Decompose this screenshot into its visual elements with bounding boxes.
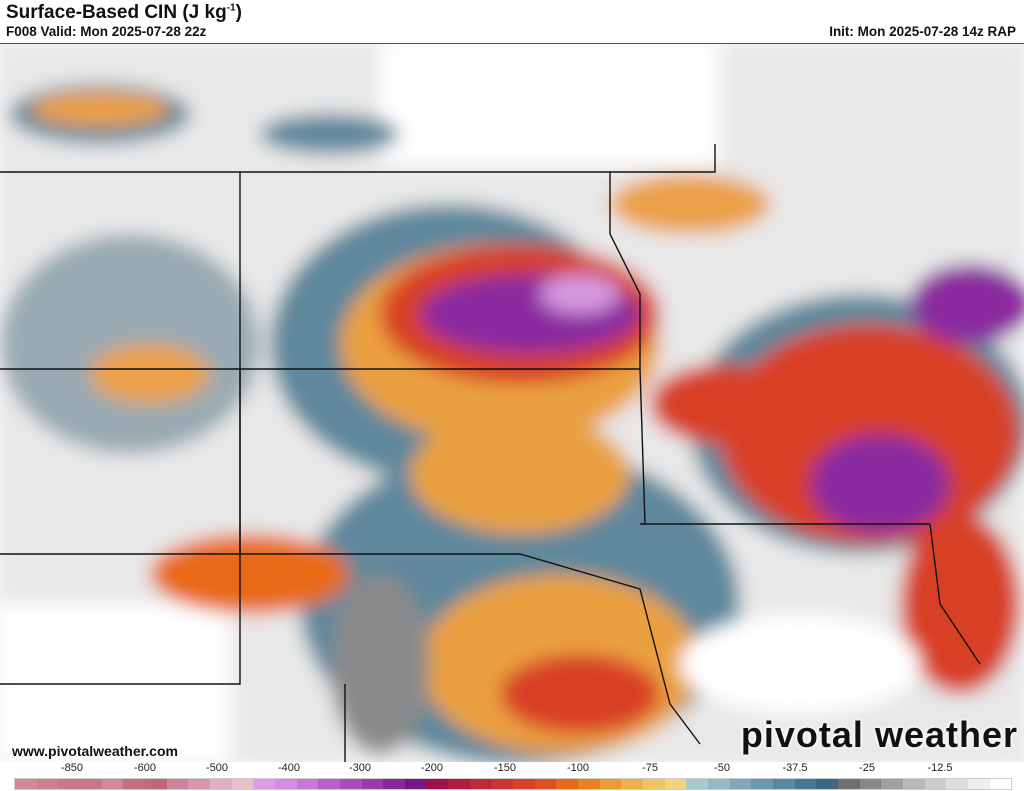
title-end: ) (235, 2, 242, 23)
colorbar-label: -25 (859, 762, 875, 774)
colorbar-segment (708, 779, 730, 789)
colorbar-segment (686, 779, 708, 789)
colorbar-segment (599, 779, 622, 789)
colorbar-label: -850 (60, 762, 84, 774)
colorbar-segment (426, 779, 449, 789)
colorbar-labels: -850 -600 -500 -400 -300 -200 -150 -100 -75 -50 -3… (0, 762, 1024, 776)
colorbar-segment (231, 779, 254, 789)
colorbar-segment (491, 779, 514, 789)
colorbar-segment (989, 779, 1012, 789)
colorbar-segment (578, 779, 600, 789)
colorbar-segment (318, 779, 340, 789)
colorbar-segment (79, 779, 102, 789)
state-borders (0, 144, 981, 762)
colorbar-label: -12.5 (927, 762, 953, 774)
colorbar-label: -75 (642, 762, 658, 774)
site-url[interactable]: www.pivotalweather.com (12, 743, 178, 759)
colorbar-segment (859, 779, 882, 789)
colorbar-segment (729, 779, 752, 789)
colorbar-segment (209, 779, 232, 789)
colorbar-segment (361, 779, 384, 789)
colorbar-segment (253, 779, 275, 789)
colorbar (14, 778, 1012, 790)
colorbar-segment (902, 779, 925, 789)
colorbar-segment (664, 779, 687, 789)
colorbar-label: -150 (493, 762, 517, 774)
colorbar-segment (296, 779, 319, 789)
pivotal-weather-logo: pivotal weather (740, 714, 1018, 755)
colorbar-segment (58, 779, 80, 789)
title-superscript: -1 (226, 2, 236, 14)
colorbar-segment (36, 779, 59, 789)
colorbar-segment (534, 779, 557, 789)
colorbar-segment (166, 779, 189, 789)
colorbar-label: -400 (277, 762, 301, 774)
valid-time: F008 Valid: Mon 2025-07-28 22z (6, 24, 207, 39)
colorbar-segment (643, 779, 665, 789)
colorbar-segment (881, 779, 903, 789)
colorbar-segment (144, 779, 167, 789)
colorbar-segment (383, 779, 405, 789)
title-text: Surface-Based CIN (J kg (6, 2, 227, 23)
colorbar-label: -200 (420, 762, 444, 774)
colorbar-segment (556, 779, 579, 789)
colorbar-label: -300 (348, 762, 372, 774)
colorbar-segment (15, 779, 37, 789)
colorbar-segment (794, 779, 817, 789)
colorbar-segment (621, 779, 644, 789)
colorbar-label: -37.5 (782, 762, 808, 774)
colorbar-segment (772, 779, 795, 789)
colorbar-label: -500 (205, 762, 229, 774)
colorbar-segment (123, 779, 145, 789)
colorbar-segment (816, 779, 838, 789)
colorbar-segment (924, 779, 947, 789)
init-time: Init: Mon 2025-07-28 14z RAP (829, 24, 1016, 39)
colorbar-segment (946, 779, 968, 789)
colorbar-label: -50 (714, 762, 730, 774)
colorbar-segment (448, 779, 470, 789)
colorbar-segment (469, 779, 492, 789)
colorbar-label: -100 (566, 762, 590, 774)
colorbar-label: -600 (133, 762, 157, 774)
colorbar-segment (513, 779, 535, 789)
colorbar-segment (339, 779, 362, 789)
cin-field (0, 44, 1024, 762)
colorbar-segment (101, 779, 124, 789)
colorbar-segment (404, 779, 427, 789)
colorbar-segment (837, 779, 860, 789)
weather-map[interactable] (0, 43, 1024, 762)
colorbar-segment (751, 779, 773, 789)
map-title: Surface-Based CIN (J kg-1) (6, 2, 242, 24)
colorbar-segment (967, 779, 990, 789)
colorbar-segment (274, 779, 297, 789)
colorbar-segment (188, 779, 210, 789)
